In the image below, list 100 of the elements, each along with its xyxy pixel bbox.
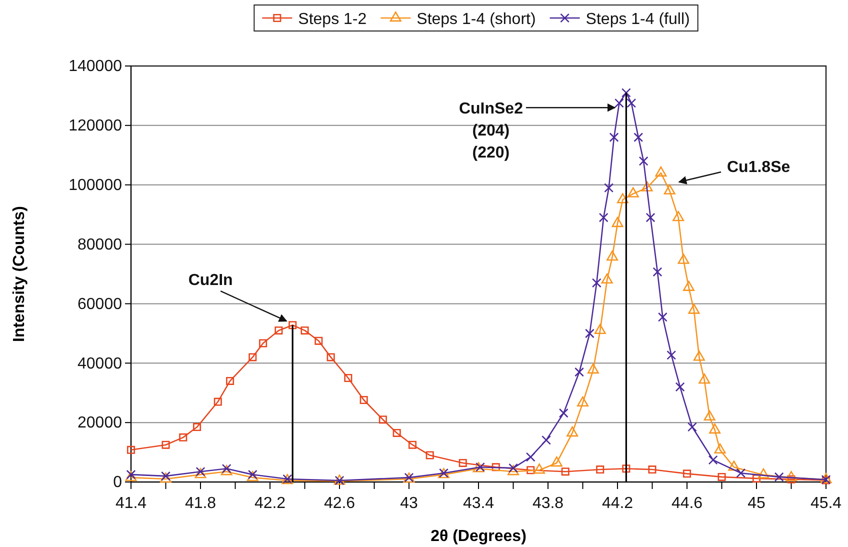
point <box>344 374 352 382</box>
point <box>408 440 416 449</box>
point <box>634 132 644 142</box>
point <box>508 465 519 476</box>
point <box>698 374 710 384</box>
point <box>288 321 297 330</box>
point <box>678 254 690 264</box>
y-tick-label: 120000 <box>68 118 122 135</box>
point <box>472 462 484 472</box>
point <box>193 423 202 432</box>
point <box>664 184 676 194</box>
point <box>758 468 770 478</box>
point <box>274 326 283 334</box>
point <box>627 187 639 198</box>
point <box>566 426 578 437</box>
point <box>736 468 746 478</box>
x-tick-label: 43.8 <box>532 495 564 512</box>
point <box>752 474 761 482</box>
x-tick-label: 43 <box>400 495 418 512</box>
point <box>606 250 618 261</box>
legend-label: Steps 1-4 (full) <box>586 11 690 28</box>
point <box>704 410 716 421</box>
point <box>126 446 136 454</box>
point <box>326 353 335 362</box>
point <box>574 367 584 377</box>
point <box>259 339 268 348</box>
point <box>609 132 619 142</box>
point <box>728 460 740 471</box>
point <box>598 212 608 222</box>
point <box>214 398 222 406</box>
point <box>558 408 568 418</box>
point <box>626 98 636 108</box>
x-tick-label: 41.8 <box>184 495 216 512</box>
point <box>594 324 606 334</box>
point <box>360 396 368 404</box>
point <box>774 472 784 482</box>
y-tick-label: 40000 <box>78 355 122 372</box>
x-axis-title: 2θ (Degrees) <box>430 528 526 545</box>
point <box>612 216 624 228</box>
y-tick-label: 20000 <box>78 414 122 432</box>
point <box>550 456 562 467</box>
point <box>314 336 323 345</box>
point <box>638 156 648 166</box>
point <box>682 470 692 478</box>
annotation: Cu1.8Se <box>727 159 790 176</box>
y-tick-label: 0 <box>113 474 122 492</box>
point <box>655 166 667 177</box>
point <box>534 464 546 474</box>
point <box>458 458 467 467</box>
point <box>592 278 602 288</box>
point <box>675 382 685 392</box>
point <box>641 181 653 192</box>
point <box>786 471 797 482</box>
point <box>476 462 485 472</box>
point <box>666 350 676 360</box>
point <box>621 88 631 98</box>
annotation: CuInSe2 (204) (220) <box>458 100 524 162</box>
point <box>392 428 401 437</box>
x-tick-label: 44.6 <box>671 495 703 512</box>
y-tick-label: 100000 <box>68 176 122 194</box>
point <box>248 353 257 362</box>
x-tick-label: 45 <box>748 495 766 512</box>
point <box>682 280 694 291</box>
y-axis-title: Intensity (Counts) <box>11 206 28 342</box>
annotation: Cu2In <box>188 272 233 290</box>
point <box>709 423 721 434</box>
point <box>300 326 309 334</box>
point <box>508 463 518 473</box>
point <box>718 472 726 481</box>
x-tick-label: 44.2 <box>602 495 634 512</box>
point <box>652 267 662 277</box>
point <box>526 452 536 462</box>
x-tick-label: 42.6 <box>324 495 356 512</box>
point <box>226 376 234 385</box>
point <box>526 466 535 474</box>
point <box>596 466 604 474</box>
y-tick-label: 80000 <box>78 236 122 254</box>
point <box>561 468 570 476</box>
point <box>426 451 434 460</box>
point <box>648 466 656 474</box>
point <box>162 440 170 449</box>
point <box>614 98 624 108</box>
y-tick-label: 60000 <box>78 296 122 313</box>
point <box>622 464 630 473</box>
x-tick-label: 41.4 <box>115 495 147 512</box>
legend-label: Steps 1-4 (short) <box>416 11 536 28</box>
point <box>687 422 697 432</box>
y-tick-label: 140000 <box>68 58 122 76</box>
point <box>658 312 668 322</box>
point <box>587 363 599 374</box>
x-tick-label: 45.4 <box>810 495 842 512</box>
point <box>542 435 551 445</box>
point <box>688 304 700 314</box>
point <box>708 455 718 465</box>
point <box>616 193 628 204</box>
x-tick-label: 42.2 <box>254 495 286 512</box>
point <box>646 212 656 222</box>
point <box>601 273 613 284</box>
x-tick-label: 43.4 <box>462 495 494 512</box>
legend-label: Steps 1-2 <box>298 11 367 28</box>
